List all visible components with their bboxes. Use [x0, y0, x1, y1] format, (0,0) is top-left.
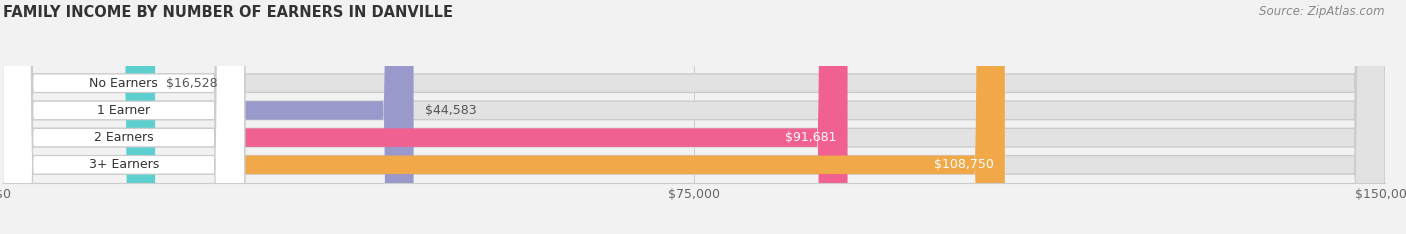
FancyBboxPatch shape [3, 0, 848, 234]
Text: $16,528: $16,528 [166, 77, 218, 90]
FancyBboxPatch shape [3, 0, 1005, 234]
FancyBboxPatch shape [3, 0, 245, 234]
Text: 1 Earner: 1 Earner [97, 104, 150, 117]
Text: 3+ Earners: 3+ Earners [89, 158, 159, 171]
Text: FAMILY INCOME BY NUMBER OF EARNERS IN DANVILLE: FAMILY INCOME BY NUMBER OF EARNERS IN DA… [3, 5, 453, 20]
Text: $108,750: $108,750 [934, 158, 994, 171]
FancyBboxPatch shape [3, 0, 245, 234]
FancyBboxPatch shape [3, 0, 245, 234]
FancyBboxPatch shape [3, 0, 1385, 234]
FancyBboxPatch shape [3, 0, 413, 234]
FancyBboxPatch shape [3, 0, 1385, 234]
Text: $91,681: $91,681 [785, 131, 837, 144]
Text: $44,583: $44,583 [425, 104, 477, 117]
Text: 2 Earners: 2 Earners [94, 131, 153, 144]
FancyBboxPatch shape [3, 0, 245, 234]
Text: No Earners: No Earners [90, 77, 157, 90]
Text: Source: ZipAtlas.com: Source: ZipAtlas.com [1260, 5, 1385, 18]
FancyBboxPatch shape [3, 0, 1385, 234]
FancyBboxPatch shape [3, 0, 155, 234]
FancyBboxPatch shape [3, 0, 1385, 234]
